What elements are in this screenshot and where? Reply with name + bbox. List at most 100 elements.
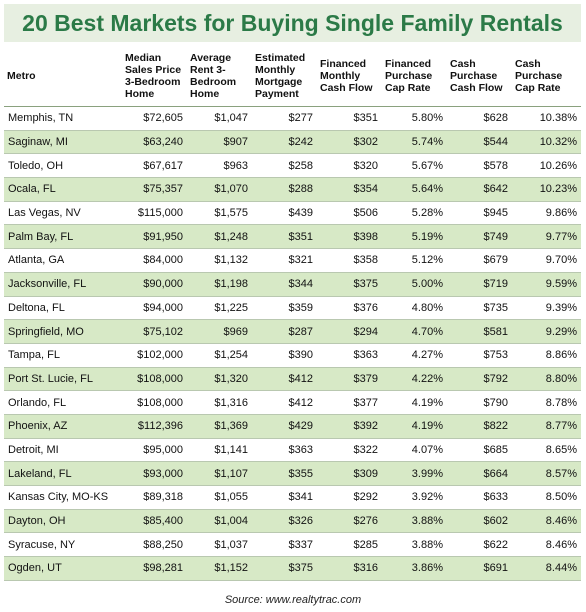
value-cell: $792 — [447, 367, 512, 392]
value-cell: $351 — [252, 224, 317, 250]
value-cell: $359 — [252, 296, 317, 321]
value-cell: 5.80% — [382, 106, 447, 131]
metro-cell: Deltona, FL — [4, 296, 122, 321]
source-note: Source: www.realtytrac.com — [224, 594, 362, 606]
value-cell: $628 — [447, 106, 512, 131]
metro-cell: Syracuse, NY — [4, 532, 122, 558]
value-cell: 8.86% — [512, 343, 581, 368]
value-cell: $691 — [447, 556, 512, 581]
metro-cell: Orlando, FL — [4, 390, 122, 415]
table-row: Springfield, MO $75,102 $969 $287 $294 4.70% $… — [4, 319, 581, 344]
metro-cell: Tampa, FL — [4, 343, 122, 368]
value-cell: $1,047 — [187, 106, 252, 131]
value-cell: 9.70% — [512, 248, 581, 273]
value-cell: $112,396 — [122, 414, 187, 439]
value-cell: $1,152 — [187, 556, 252, 581]
value-cell: 5.67% — [382, 153, 447, 179]
value-cell: $398 — [317, 224, 382, 250]
value-cell: 4.70% — [382, 319, 447, 344]
metro-cell: Jacksonville, FL — [4, 272, 122, 297]
value-cell: 8.44% — [512, 556, 581, 581]
value-cell: $1,225 — [187, 296, 252, 321]
value-cell: $115,000 — [122, 201, 187, 226]
column-header: Financed Purchase Cap Rate — [382, 46, 447, 107]
value-cell: $108,000 — [122, 390, 187, 415]
value-cell: $1,320 — [187, 367, 252, 392]
value-cell: 10.38% — [512, 106, 581, 131]
value-cell: $753 — [447, 343, 512, 368]
value-cell: $88,250 — [122, 532, 187, 558]
value-cell: $735 — [447, 296, 512, 321]
metro-cell: Palm Bay, FL — [4, 224, 122, 250]
value-cell: $379 — [317, 367, 382, 392]
value-cell: $84,000 — [122, 248, 187, 273]
metro-cell: Memphis, TN — [4, 106, 122, 131]
table-row: Saginaw, MI $63,240 $907 $242 $302 5.74% $544 1… — [4, 130, 581, 155]
table-row: Lakeland, FL $93,000 $1,107 $355 $309 3.99% $6… — [4, 461, 581, 486]
value-cell: 8.46% — [512, 532, 581, 558]
value-cell: 8.46% — [512, 509, 581, 534]
value-cell: 4.07% — [382, 438, 447, 463]
metro-cell: Atlanta, GA — [4, 248, 122, 273]
metro-cell: Ocala, FL — [4, 177, 122, 202]
table-row: Deltona, FL $94,000 $1,225 $359 $376 4.80% $73… — [4, 296, 581, 321]
value-cell: 9.39% — [512, 296, 581, 321]
value-cell: $1,132 — [187, 248, 252, 273]
value-cell: $95,000 — [122, 438, 187, 463]
value-cell: $326 — [252, 509, 317, 534]
value-cell: 5.19% — [382, 224, 447, 250]
column-header: Metro — [4, 46, 122, 107]
value-cell: $969 — [187, 319, 252, 344]
column-header: Financed Monthly Cash Flow — [317, 46, 382, 107]
value-cell: $242 — [252, 130, 317, 155]
metro-cell: Saginaw, MI — [4, 130, 122, 155]
value-cell: $344 — [252, 272, 317, 297]
value-cell: $412 — [252, 390, 317, 415]
value-cell: $907 — [187, 130, 252, 155]
table-row: Port St. Lucie, FL $108,000 $1,320 $412 $379… — [4, 367, 581, 392]
value-cell: $1,070 — [187, 177, 252, 202]
value-cell: $285 — [317, 532, 382, 558]
value-cell: $302 — [317, 130, 382, 155]
column-header: Cash Purchase Cap Rate — [512, 46, 581, 107]
value-cell: 10.32% — [512, 130, 581, 155]
header-row: Metro Median Sales Price 3-Bedroom Home … — [4, 46, 581, 107]
value-cell: $94,000 — [122, 296, 187, 321]
value-cell: $91,950 — [122, 224, 187, 250]
value-cell: $719 — [447, 272, 512, 297]
value-cell: $1,254 — [187, 343, 252, 368]
table-row: Detroit, MI $95,000 $1,141 $363 $322 4.07% $68… — [4, 438, 581, 463]
value-cell: $93,000 — [122, 461, 187, 486]
value-cell: $429 — [252, 414, 317, 439]
table-row: Palm Bay, FL $91,950 $1,248 $351 $398 5.19% $7… — [4, 224, 581, 250]
value-cell: 5.64% — [382, 177, 447, 202]
column-header: Median Sales Price 3-Bedroom Home — [122, 46, 187, 107]
value-cell: $376 — [317, 296, 382, 321]
metro-cell: Toledo, OH — [4, 153, 122, 179]
table-row: Phoenix, AZ $112,396 $1,369 $429 $392 4.19% $8… — [4, 414, 581, 439]
value-cell: $258 — [252, 153, 317, 179]
value-cell: $642 — [447, 177, 512, 202]
value-cell: $85,400 — [122, 509, 187, 534]
value-cell: $294 — [317, 319, 382, 344]
value-cell: $89,318 — [122, 485, 187, 510]
value-cell: $375 — [317, 272, 382, 297]
value-cell: 8.57% — [512, 461, 581, 486]
value-cell: $439 — [252, 201, 317, 226]
value-cell: $1,198 — [187, 272, 252, 297]
value-cell: 10.23% — [512, 177, 581, 202]
metro-cell: Lakeland, FL — [4, 461, 122, 486]
value-cell: $377 — [317, 390, 382, 415]
value-cell: $363 — [252, 438, 317, 463]
metro-cell: Springfield, MO — [4, 319, 122, 344]
value-cell: $67,617 — [122, 153, 187, 179]
value-cell: $321 — [252, 248, 317, 273]
table-row: Atlanta, GA $84,000 $1,132 $321 $358 5.12% $67… — [4, 248, 581, 273]
value-cell: $679 — [447, 248, 512, 273]
value-cell: 3.86% — [382, 556, 447, 581]
value-cell: $322 — [317, 438, 382, 463]
value-cell: $822 — [447, 414, 512, 439]
value-cell: $1,004 — [187, 509, 252, 534]
table-row: Tampa, FL $102,000 $1,254 $390 $363 4.27% $753… — [4, 343, 581, 368]
value-cell: 3.88% — [382, 509, 447, 534]
